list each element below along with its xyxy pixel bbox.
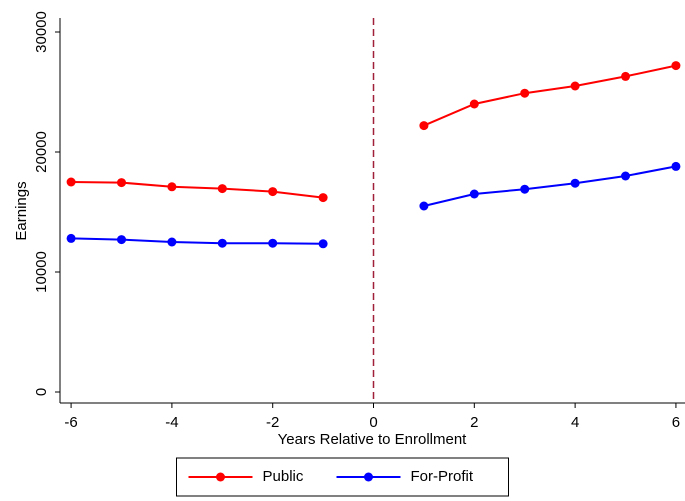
data-point [469,99,479,109]
legend-marker [216,472,225,482]
series-line [71,165,677,245]
data-point [671,61,681,71]
series-line [71,64,677,199]
data-point [318,239,328,249]
x-tick-label: -4 [165,414,178,431]
data-point [419,201,429,211]
data-point [66,233,76,243]
data-point [318,193,328,203]
data-point [116,235,126,245]
x-tick-label: 2 [470,414,478,431]
data-point [419,121,429,131]
y-tick-label: 0 [33,388,50,396]
x-tick-label: 4 [571,414,579,431]
data-point [167,237,177,247]
data-point [520,88,530,98]
data-point [621,171,631,181]
y-tick-label: 10000 [33,251,50,293]
data-point [268,238,278,248]
legend-marker [364,472,373,482]
data-point [671,161,681,171]
data-point [469,189,479,199]
y-axis-label: Earnings [13,181,30,240]
data-point [217,238,227,248]
y-tick-label: 30000 [33,11,50,53]
x-tick-label: -6 [64,414,77,431]
data-point [621,71,631,81]
data-point [167,182,177,192]
legend-label: Public [263,468,304,485]
x-axis-label: Years Relative to Enrollment [278,431,468,448]
data-point [570,178,580,188]
data-point [268,187,278,197]
data-point [570,81,580,91]
data-point [217,184,227,194]
data-point [520,184,530,194]
x-tick-label: -2 [266,414,279,431]
x-tick-label: 0 [369,414,377,431]
data-point [66,177,76,187]
x-tick-label: 6 [672,414,680,431]
y-tick-label: 20000 [33,131,50,173]
legend-label: For-Profit [411,468,474,485]
data-point [116,178,126,188]
